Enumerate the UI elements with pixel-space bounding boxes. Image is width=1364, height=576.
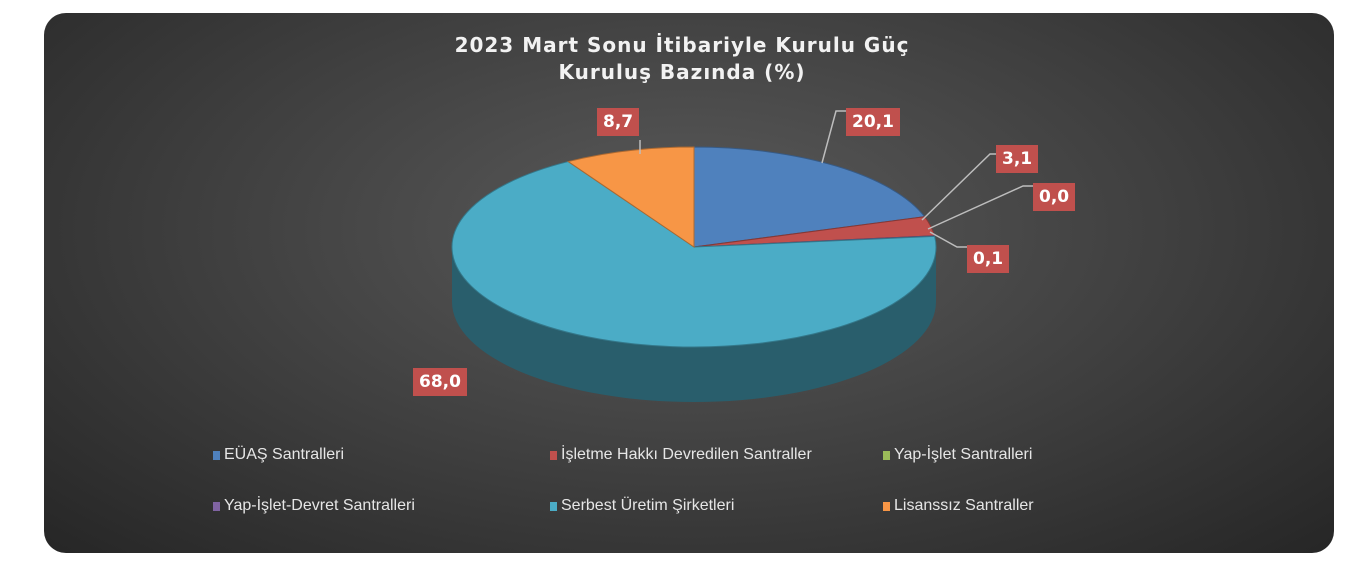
legend-swatch bbox=[550, 501, 557, 511]
pie-slice-serbest-üretim-şirketleri bbox=[451, 161, 937, 348]
legend-item-yap-islet: Yap-İşlet Santralleri bbox=[883, 446, 1032, 464]
chart-title: 2023 Mart Sonu İtibariyle Kurulu Güç Kur… bbox=[0, 32, 1364, 86]
legend-item-serbest: Serbest Üretim Şirketleri bbox=[550, 497, 734, 515]
data-label-isletme: 3,1 bbox=[996, 145, 1039, 173]
pie-side-serbest-üretim-şirketleri bbox=[452, 247, 936, 402]
legend-label: Yap-İşlet Santralleri bbox=[894, 446, 1033, 463]
pie-slice-lisanssız-santraller bbox=[567, 146, 695, 248]
leader-line bbox=[927, 185, 1033, 230]
data-label-serbest: 68,0 bbox=[413, 368, 467, 396]
legend-item-euas: EÜAŞ Santralleri bbox=[213, 446, 344, 464]
legend-label: Yap-İşlet-Devret Santralleri bbox=[224, 497, 415, 514]
legend-item-isletme: İşletme Hakkı Devredilen Santraller bbox=[550, 446, 812, 464]
leader-line bbox=[921, 153, 996, 221]
legend-swatch bbox=[213, 450, 220, 460]
data-label-euas: 20,1 bbox=[846, 108, 900, 136]
data-label-yid: 0,1 bbox=[967, 245, 1010, 273]
legend-label: İşletme Hakkı Devredilen Santraller bbox=[561, 446, 812, 463]
legend-label: EÜAŞ Santralleri bbox=[224, 446, 345, 463]
legend-swatch bbox=[213, 501, 220, 511]
legend-item-lisanssiz: Lisanssız Santraller bbox=[883, 497, 1034, 515]
legend-swatch bbox=[883, 450, 890, 460]
title-line-2: Kuruluş Bazında (%) bbox=[558, 60, 806, 84]
legend-swatch bbox=[883, 501, 890, 511]
data-label-lisanssiz: 8,7 bbox=[597, 108, 640, 136]
leader-line bbox=[929, 231, 967, 248]
legend-label: Serbest Üretim Şirketleri bbox=[561, 497, 735, 514]
leader-line bbox=[821, 110, 846, 164]
title-line-1: 2023 Mart Sonu İtibariyle Kurulu Güç bbox=[454, 33, 910, 57]
legend-label: Lisanssız Santraller bbox=[894, 497, 1034, 514]
pie-slice-eüaş-santralleri bbox=[693, 146, 926, 248]
legend-item-yid: Yap-İşlet-Devret Santralleri bbox=[213, 497, 415, 515]
data-label-yap-islet: 0,0 bbox=[1033, 183, 1076, 211]
legend-swatch bbox=[550, 450, 557, 460]
